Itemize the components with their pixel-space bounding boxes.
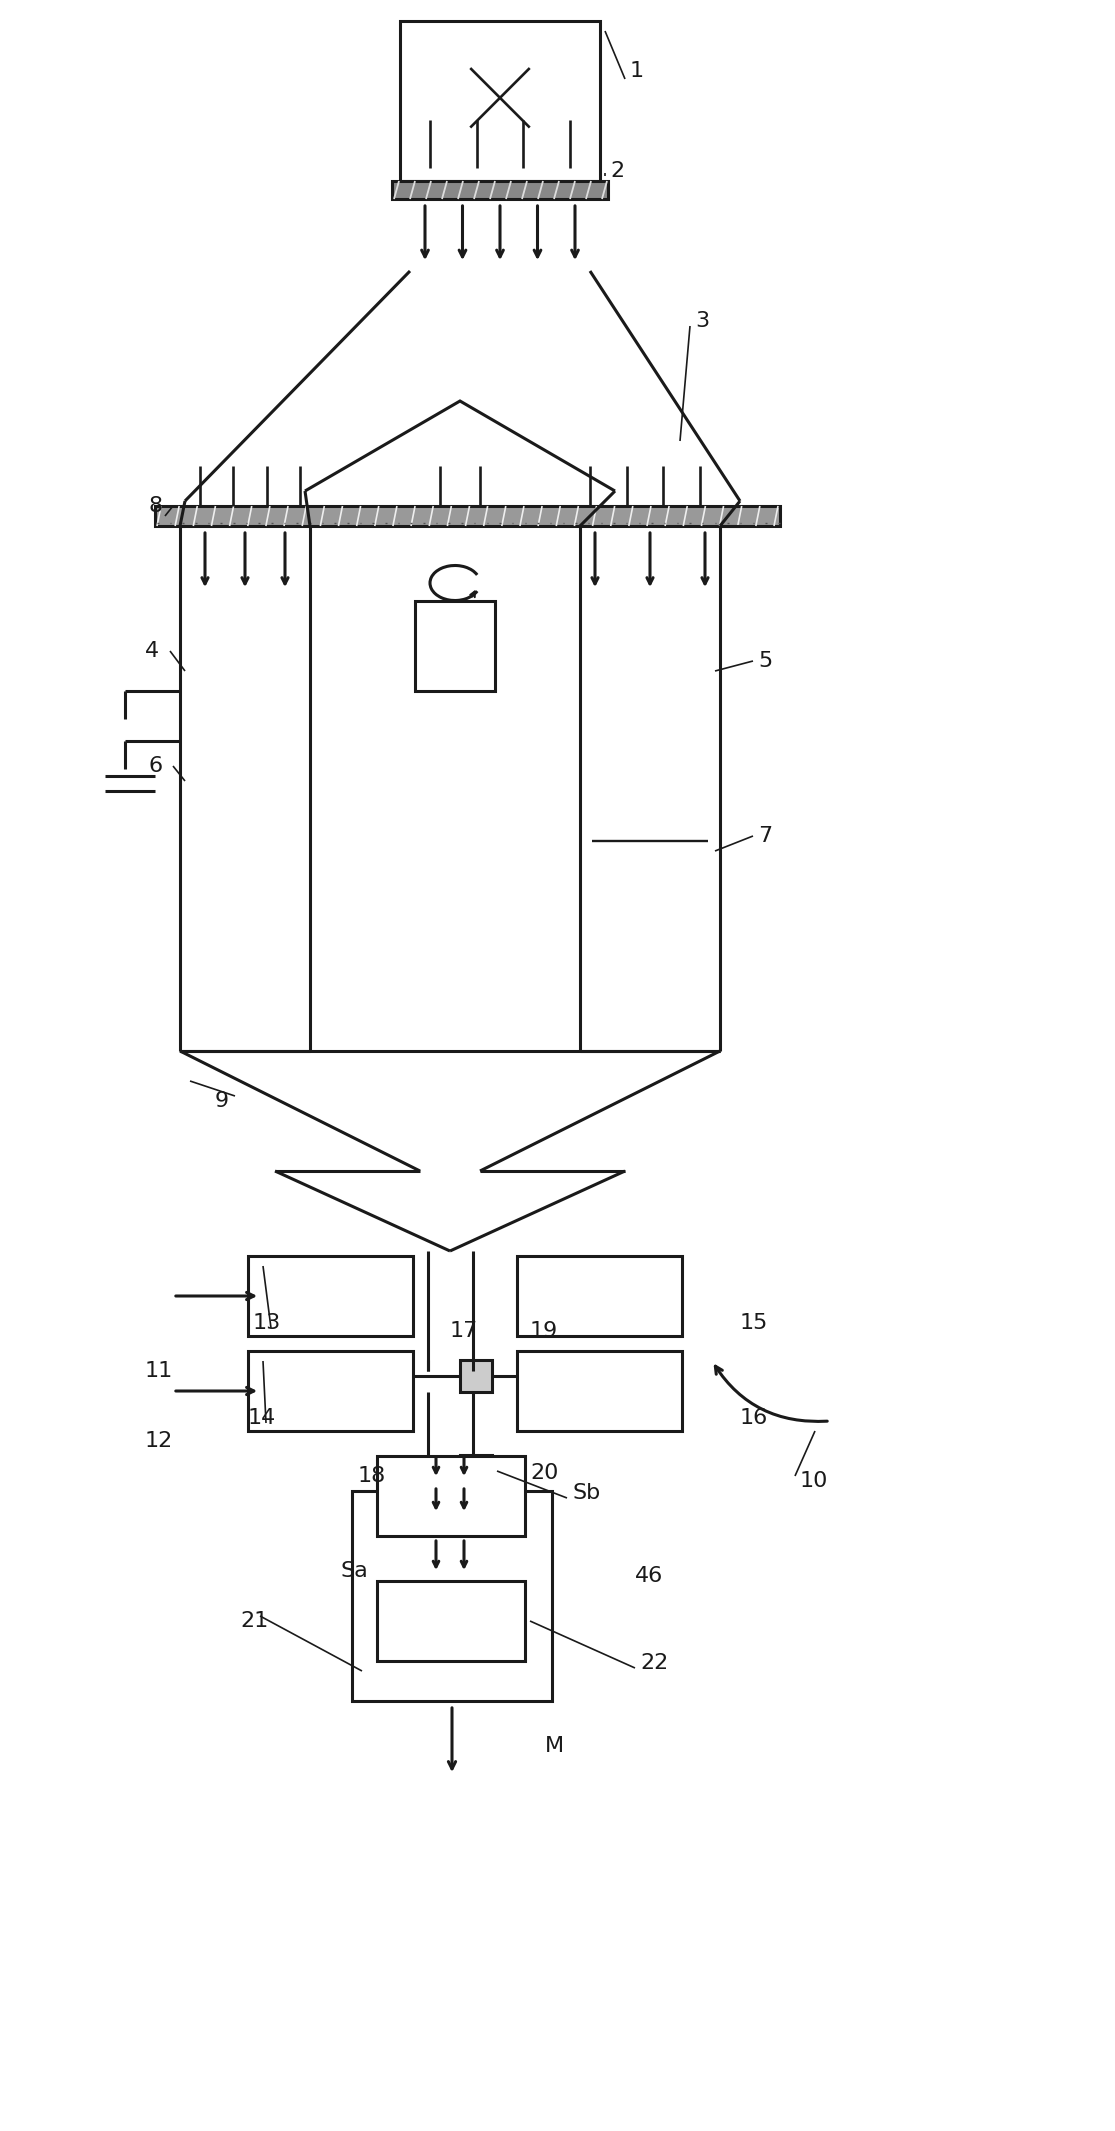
Bar bbox=[377, 1455, 525, 1536]
Text: 17: 17 bbox=[450, 1321, 478, 1340]
Text: 46: 46 bbox=[636, 1566, 663, 1585]
Bar bbox=[400, 21, 600, 181]
Text: 10: 10 bbox=[799, 1470, 828, 1492]
Text: 5: 5 bbox=[758, 650, 773, 671]
Text: 2: 2 bbox=[610, 162, 624, 181]
Text: 1: 1 bbox=[630, 62, 644, 81]
Text: Sa: Sa bbox=[340, 1562, 368, 1581]
Bar bbox=[460, 1455, 492, 1487]
Bar bbox=[352, 1492, 552, 1701]
Text: 12: 12 bbox=[145, 1432, 173, 1451]
Text: 9: 9 bbox=[215, 1091, 229, 1110]
Bar bbox=[392, 181, 608, 198]
Bar bbox=[248, 1351, 413, 1432]
Text: 21: 21 bbox=[240, 1611, 269, 1630]
Text: 13: 13 bbox=[253, 1313, 281, 1334]
Bar bbox=[248, 1255, 413, 1336]
Text: 18: 18 bbox=[358, 1466, 386, 1485]
Bar bbox=[517, 1351, 682, 1432]
Bar bbox=[517, 1255, 682, 1336]
Text: 8: 8 bbox=[148, 497, 162, 516]
Bar bbox=[377, 1581, 525, 1660]
Text: 20: 20 bbox=[530, 1464, 559, 1483]
Text: 22: 22 bbox=[640, 1654, 668, 1673]
Text: 14: 14 bbox=[248, 1409, 277, 1428]
Text: 11: 11 bbox=[145, 1362, 173, 1381]
Text: 3: 3 bbox=[695, 311, 709, 330]
Text: 4: 4 bbox=[145, 641, 159, 661]
Bar bbox=[460, 1360, 492, 1392]
Bar bbox=[415, 601, 495, 690]
Text: 6: 6 bbox=[148, 757, 162, 776]
Text: 7: 7 bbox=[758, 827, 772, 846]
Text: 16: 16 bbox=[740, 1409, 768, 1428]
Text: 15: 15 bbox=[740, 1313, 768, 1334]
Text: M: M bbox=[545, 1737, 564, 1756]
Text: 19: 19 bbox=[530, 1321, 559, 1340]
Bar bbox=[155, 505, 780, 526]
Text: Sb: Sb bbox=[572, 1483, 600, 1502]
